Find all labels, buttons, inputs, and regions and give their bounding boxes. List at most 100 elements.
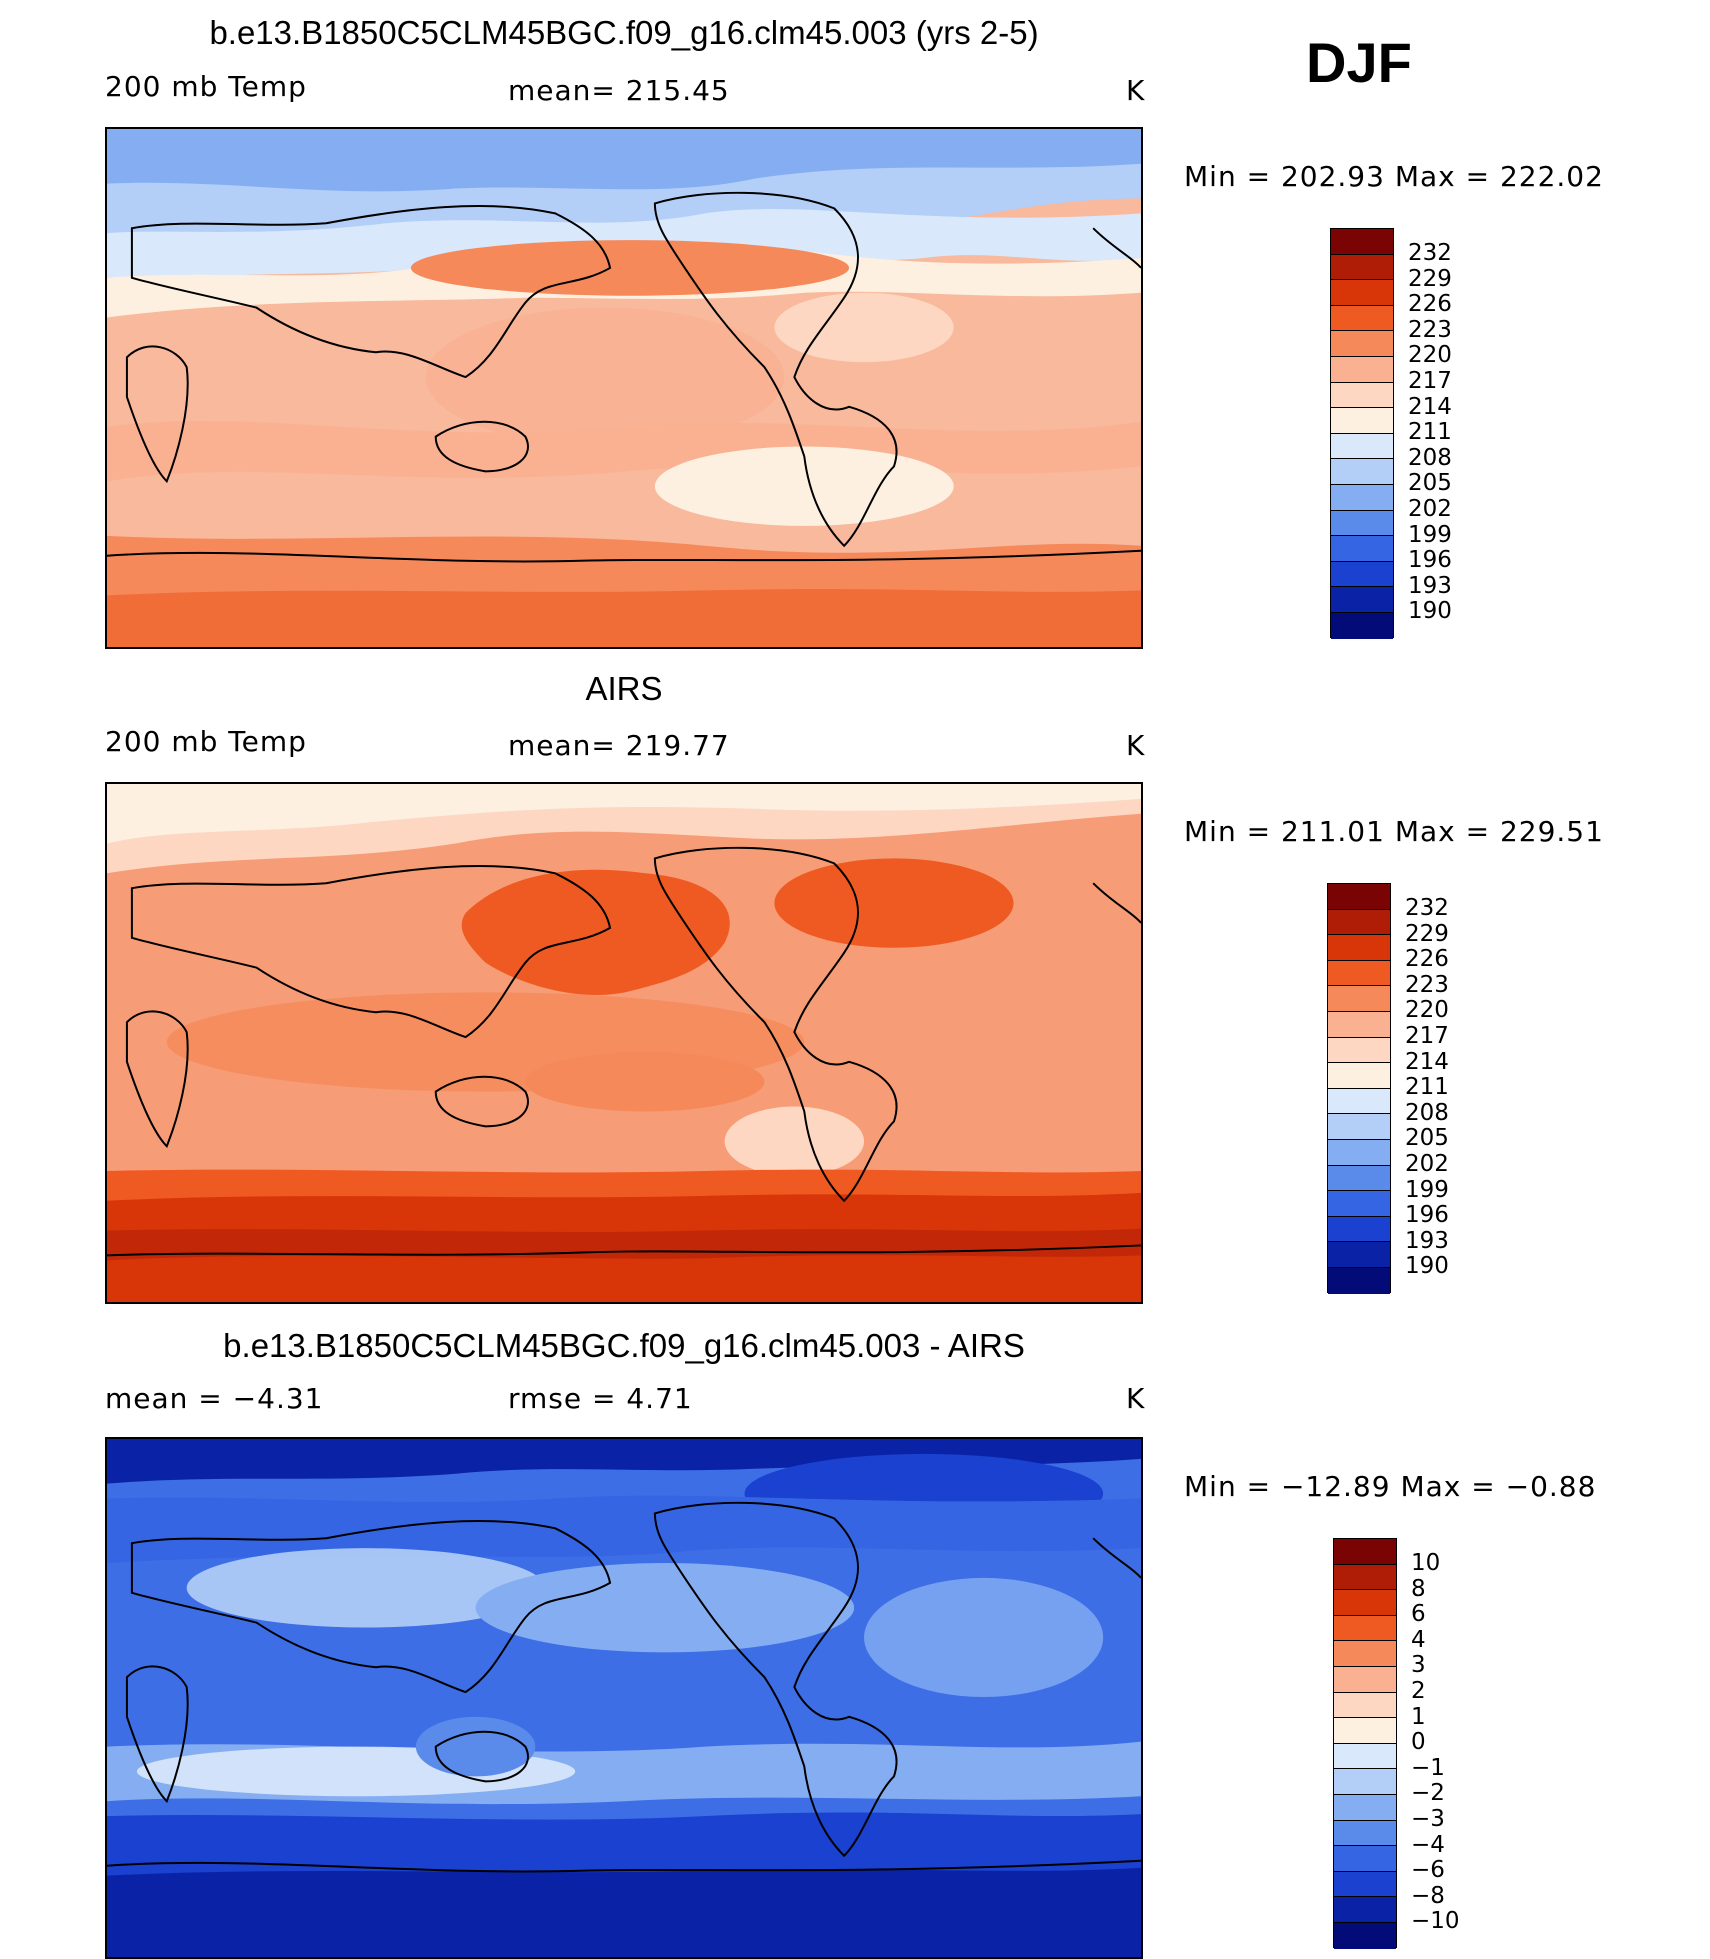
- panel1-colorbar-swatch: [1331, 305, 1393, 332]
- colorbar-tick-label: 205: [1405, 1125, 1449, 1152]
- colorbar-tick-label: −10: [1411, 1908, 1460, 1935]
- panel2-colorbar-swatch: [1328, 884, 1390, 910]
- panel3-mean-label: mean = −4.31: [105, 1382, 324, 1415]
- panel1-colorbar-swatch: [1331, 459, 1393, 485]
- panel3-units-label: K: [1126, 1382, 1146, 1415]
- colorbar-tick-label: −6: [1411, 1857, 1445, 1884]
- panel1-title: b.e13.B1850C5CLM45BGC.f09_g16.clm45.003 …: [209, 14, 1039, 51]
- colorbar-tick-label: 214: [1408, 393, 1452, 420]
- panel2-mean-label: mean= 219.77: [508, 729, 730, 762]
- panel1-colorbar-swatch: [1331, 254, 1393, 281]
- season-label: DJF: [1306, 31, 1412, 94]
- panel3-rmse-label: rmse = 4.71: [508, 1382, 693, 1415]
- panel1-colorbar-swatch: [1331, 510, 1393, 537]
- colorbar-tick-label: 217: [1408, 368, 1452, 394]
- panel1-units-label: K: [1126, 74, 1146, 107]
- panel2-variable-label: 200 mb Temp: [105, 725, 307, 758]
- panel2-colorbar-swatch: [1328, 1267, 1390, 1294]
- colorbar-tick-label: 0: [1411, 1729, 1426, 1756]
- panel1-colorbar-swatch: [1331, 382, 1393, 409]
- colorbar-tick-label: 202: [1408, 496, 1452, 522]
- colorbar-tick-label: 217: [1405, 1023, 1449, 1049]
- panel1-variable-label: 200 mb Temp: [105, 70, 307, 103]
- panel1-map: [105, 127, 1143, 649]
- panel3-colorbar-swatch: [1334, 1615, 1396, 1642]
- panel3-minmax-label: Min = −12.89 Max = −0.88: [1184, 1470, 1597, 1503]
- colorbar-tick-label: −8: [1411, 1882, 1445, 1909]
- colorbar-tick-label: 190: [1408, 598, 1452, 625]
- panel2-colorbar-swatch: [1328, 1088, 1390, 1115]
- panel3-colorbar-swatch: [1334, 1539, 1396, 1565]
- colorbar-tick-label: 220: [1405, 997, 1449, 1024]
- colorbar-tick-label: 1: [1411, 1703, 1426, 1730]
- colorbar-tick-label: 229: [1405, 920, 1449, 947]
- panel3-colorbar-swatch: [1334, 1871, 1396, 1898]
- panel2-colorbar-swatch: [1328, 1011, 1390, 1038]
- panel3-colorbar-swatch: [1334, 1692, 1396, 1719]
- panel2-colorbar-swatch: [1328, 1242, 1390, 1268]
- panel3-colorbar-swatch: [1334, 1846, 1396, 1872]
- colorbar-tick-label: 193: [1408, 572, 1452, 599]
- panel3-colorbar-swatch: [1334, 1820, 1396, 1847]
- panel1-colorbar-swatch: [1331, 484, 1393, 511]
- colorbar-tick-label: 223: [1405, 971, 1449, 998]
- colorbar-tick-label: 226: [1408, 291, 1452, 318]
- colorbar-tick-label: 208: [1408, 444, 1452, 471]
- panel2-colorbar-swatch: [1328, 909, 1390, 936]
- colorbar-tick-label: 211: [1405, 1074, 1449, 1101]
- panel3-title: b.e13.B1850C5CLM45BGC.f09_g16.clm45.003 …: [223, 1327, 1025, 1364]
- colorbar-tick-label: 3: [1411, 1652, 1426, 1679]
- panel3-colorbar-swatch: [1334, 1794, 1396, 1821]
- colorbar-tick-label: 2: [1411, 1678, 1426, 1704]
- panel3-colorbar: [1333, 1538, 1397, 1949]
- colorbar-tick-label: 4: [1411, 1626, 1426, 1653]
- colorbar-tick-label: 223: [1408, 316, 1452, 343]
- colorbar-tick-label: 211: [1408, 419, 1452, 446]
- colorbar-tick-label: 190: [1405, 1253, 1449, 1280]
- panel1-minmax-label: Min = 202.93 Max = 222.02: [1184, 160, 1604, 193]
- panel1-colorbar-swatch: [1331, 536, 1393, 562]
- panel1-colorbar-swatch: [1331, 356, 1393, 383]
- colorbar-tick-label: 214: [1405, 1048, 1449, 1075]
- panel3-colorbar-swatch: [1334, 1641, 1396, 1667]
- panel3-colorbar-swatch: [1334, 1666, 1396, 1693]
- colorbar-tick-label: −1: [1411, 1754, 1445, 1781]
- panel2-colorbar-swatch: [1328, 1216, 1390, 1243]
- panel2-colorbar-swatch: [1328, 1063, 1390, 1089]
- panel1-colorbar-swatch: [1331, 433, 1393, 460]
- colorbar-tick-label: 208: [1405, 1099, 1449, 1126]
- colorbar-tick-label: 226: [1405, 946, 1449, 973]
- panel3-colorbar-swatch: [1334, 1590, 1396, 1616]
- panel2-units-label: K: [1126, 729, 1146, 762]
- panel2-colorbar-swatch: [1328, 1191, 1390, 1217]
- panel3-map: [105, 1437, 1143, 1959]
- panel1-colorbar: [1330, 228, 1394, 639]
- panel2-colorbar: [1327, 883, 1391, 1294]
- panel3-colorbar-swatch: [1334, 1743, 1396, 1770]
- colorbar-tick-label: 6: [1411, 1601, 1426, 1628]
- colorbar-tick-label: 196: [1405, 1202, 1449, 1229]
- colorbar-tick-label: 202: [1405, 1151, 1449, 1177]
- panel2-title: AIRS: [585, 670, 663, 707]
- panel1-colorbar-swatch: [1331, 229, 1393, 255]
- panel2-colorbar-swatch: [1328, 1114, 1390, 1140]
- colorbar-tick-label: −2: [1411, 1780, 1445, 1807]
- colorbar-tick-label: 232: [1408, 240, 1452, 266]
- colorbar-tick-label: 205: [1408, 470, 1452, 497]
- panel3-colorbar-swatch: [1334, 1922, 1396, 1949]
- panel2-colorbar-swatch: [1328, 935, 1390, 961]
- panel2-colorbar-swatch: [1328, 1165, 1390, 1192]
- panel1-colorbar-swatch: [1331, 587, 1393, 613]
- panel1-colorbar-swatch: [1331, 612, 1393, 639]
- panel2-minmax-label: Min = 211.01 Max = 229.51: [1184, 815, 1604, 848]
- panel2-colorbar-swatch: [1328, 1037, 1390, 1064]
- panel3-colorbar-swatch: [1334, 1897, 1396, 1923]
- panel1-mean-label: mean= 215.45: [508, 74, 730, 107]
- colorbar-tick-label: −3: [1411, 1806, 1445, 1832]
- colorbar-tick-label: 196: [1408, 547, 1452, 574]
- colorbar-tick-label: 193: [1405, 1227, 1449, 1254]
- panel3-colorbar-swatch: [1334, 1718, 1396, 1744]
- colorbar-tick-label: 10: [1411, 1550, 1441, 1576]
- colorbar-tick-label: 229: [1408, 265, 1452, 292]
- panel2-colorbar-swatch: [1328, 1139, 1390, 1166]
